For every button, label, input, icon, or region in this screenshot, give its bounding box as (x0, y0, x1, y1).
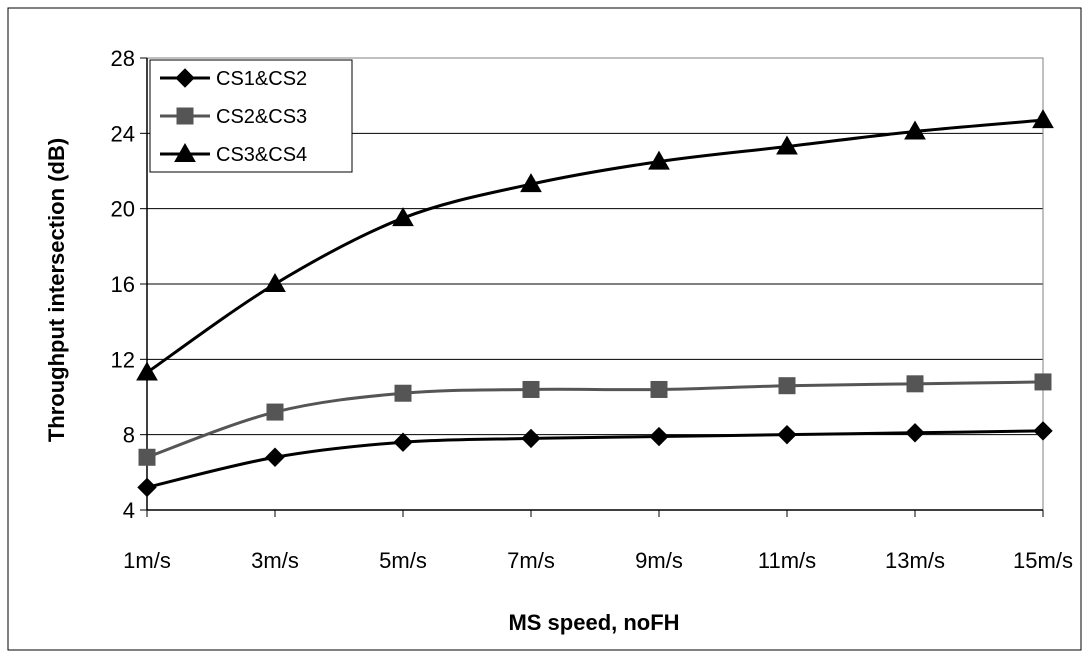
x-tick-label: 7m/s (507, 548, 555, 573)
data-point-triangle (264, 272, 286, 292)
y-tick-label: 16 (111, 272, 135, 297)
legend-label: CS1&CS2 (216, 68, 307, 90)
data-point-diamond (137, 477, 157, 498)
x-tick-label: 1m/s (123, 548, 171, 573)
data-point-triangle (1032, 109, 1054, 129)
legend-label: CS2&CS3 (216, 106, 307, 128)
series (136, 109, 1054, 498)
data-point-triangle (648, 150, 670, 170)
x-tick-label: 11m/s (758, 548, 816, 573)
series-1 (137, 421, 1053, 498)
data-point-diamond (393, 432, 413, 452)
x-tick-label: 15m/s (1013, 548, 1073, 573)
data-point-diamond (521, 428, 541, 449)
data-point-triangle (174, 142, 196, 162)
y-tick-label: 8 (123, 423, 135, 448)
data-point-square (176, 107, 194, 125)
data-point-square (650, 380, 668, 398)
data-point-diamond (649, 426, 669, 447)
series-2 (138, 373, 1052, 466)
data-point-diamond (1033, 421, 1053, 441)
data-point-triangle (904, 120, 926, 140)
data-point-square (394, 384, 412, 402)
data-point-diamond (175, 68, 195, 88)
data-point-diamond (905, 423, 925, 443)
data-point-square (778, 377, 796, 395)
data-point-triangle (136, 361, 158, 381)
data-point-triangle (520, 173, 542, 193)
series-line (146, 429, 1044, 489)
data-point-diamond (265, 447, 285, 467)
series-line (146, 380, 1044, 459)
legend: CS1&CS2 CS2&CS3 CS3&CS4 (149, 59, 353, 173)
data-point-triangle (776, 135, 798, 155)
legend-entry: CS1&CS2 (160, 68, 307, 90)
y-tick-label: 4 (123, 498, 135, 523)
x-tick-label: 3m/s (251, 548, 299, 573)
data-point-square (266, 403, 284, 421)
legend-label: CS3&CS4 (216, 144, 307, 166)
data-point-diamond (777, 424, 797, 445)
data-point-square (906, 375, 924, 393)
data-point-square (1034, 373, 1052, 391)
x-tick-label: 5m/s (379, 548, 427, 573)
legend-entry: CS2&CS3 (160, 106, 307, 128)
x-tick-label: 13m/s (885, 548, 945, 573)
axes: 4 8 12 16 20 24 28 1m/s 3m/s 5m/s 7m/s 9m/s 11m/s 13m… (111, 46, 1073, 573)
y-tick-label: 28 (111, 46, 135, 71)
y-tick-label: 12 (111, 347, 135, 372)
data-point-square (138, 448, 156, 466)
legend-entry: CS3&CS4 (160, 142, 307, 166)
y-tick-label: 24 (111, 121, 135, 146)
series-line (146, 118, 1044, 374)
data-point-square (522, 380, 540, 398)
x-tick-label: 9m/s (635, 548, 683, 573)
y-tick-label: 20 (111, 197, 135, 222)
data-point-triangle (392, 207, 414, 227)
y-axis-title: Throughput intersection (dB) (44, 138, 69, 442)
series-3 (136, 109, 1054, 381)
x-axis-title: MS speed, noFH (508, 610, 679, 635)
